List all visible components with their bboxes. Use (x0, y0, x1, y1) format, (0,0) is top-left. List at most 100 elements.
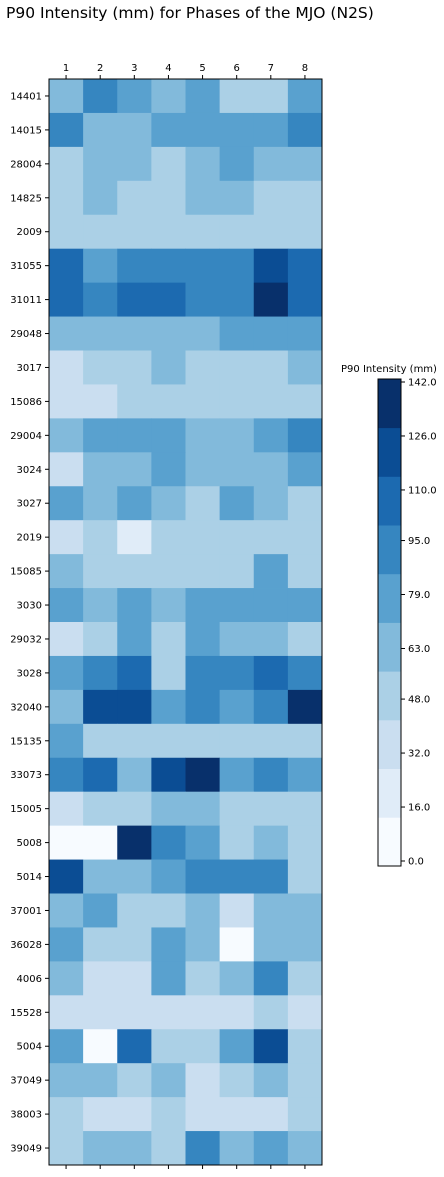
heatmap-cell (83, 995, 118, 1030)
heatmap-cell (49, 588, 84, 623)
heatmap-cell (151, 418, 186, 453)
x-tick-label: 6 (234, 63, 240, 74)
heatmap-cell (117, 757, 152, 793)
heatmap-cell (253, 520, 289, 555)
heatmap-cell (185, 112, 221, 148)
y-tick-label: 3024 (17, 465, 42, 476)
heatmap-cell (49, 79, 84, 114)
heatmap-cell (253, 791, 289, 827)
heatmap-cell (117, 1029, 152, 1064)
heatmap-cell (219, 995, 255, 1030)
heatmap-cell (185, 588, 221, 623)
heatmap-cell (117, 554, 152, 589)
heatmap-cell (83, 1063, 118, 1098)
heatmap-cell (253, 350, 289, 385)
heatmap-cell (117, 655, 152, 691)
heatmap-cell (219, 689, 255, 725)
heatmap-cell (83, 825, 118, 860)
heatmap-cell (253, 655, 289, 691)
colorbar-tick-label: 142.0 (408, 378, 437, 389)
heatmap-cell (219, 384, 255, 419)
x-tick-label: 8 (302, 63, 308, 74)
heatmap-cell (219, 486, 255, 521)
heatmap-cell (185, 1029, 221, 1064)
heatmap-cell (49, 112, 84, 148)
heatmap-cell (151, 112, 186, 148)
colorbar-segment (378, 573, 401, 623)
heatmap-cell (117, 689, 152, 725)
heatmap-cell (83, 961, 118, 996)
heatmap-cell (287, 554, 323, 589)
heatmap-cell (151, 452, 186, 487)
colorbar-segment (378, 768, 401, 818)
heatmap-cell (117, 520, 152, 555)
heatmap-cell (49, 146, 84, 182)
colorbar-segment (378, 476, 401, 526)
y-tick-label: 33073 (10, 770, 42, 781)
heatmap-cell (253, 1063, 289, 1098)
heatmap-cell (185, 1097, 221, 1132)
y-tick-label: 14401 (10, 91, 42, 102)
heatmap-cell (185, 961, 221, 996)
heatmap-cell (253, 316, 289, 351)
heatmap-cell (117, 893, 152, 928)
y-tick-label: 15528 (10, 1008, 42, 1019)
heatmap-cell (287, 927, 323, 962)
heatmap-cell (253, 418, 289, 453)
heatmap-cell (117, 452, 152, 487)
heatmap-cell (117, 995, 152, 1030)
heatmap-cell (185, 622, 221, 657)
heatmap-cell (287, 486, 323, 521)
heatmap-cell (49, 214, 84, 250)
heatmap-cell (287, 655, 323, 691)
heatmap-cell (117, 723, 152, 759)
heatmap-cell (219, 248, 255, 284)
heatmap-cell (219, 214, 255, 250)
heatmap-cell (151, 384, 186, 419)
heatmap-cell (83, 316, 118, 351)
heatmap-cell (219, 316, 255, 351)
heatmap-cell (219, 452, 255, 487)
heatmap-cell (117, 1131, 152, 1166)
heatmap-cell (117, 350, 152, 385)
y-tick-label: 29048 (10, 329, 42, 340)
y-tick-label: 2009 (17, 227, 42, 238)
heatmap-cell (185, 1131, 221, 1166)
heatmap-cell (253, 757, 289, 793)
heatmap-cell (219, 180, 255, 216)
heatmap-cell (49, 486, 84, 521)
heatmap-cell (49, 1029, 84, 1064)
heatmap-cell (49, 1063, 84, 1098)
heatmap-cell (83, 486, 118, 521)
heatmap-cell (151, 1029, 186, 1064)
colorbar-tick-label: 16.0 (408, 803, 430, 814)
x-tick-label: 3 (131, 63, 137, 74)
heatmap-cell (185, 859, 221, 894)
heatmap-cell (83, 180, 118, 216)
heatmap-cell (83, 384, 118, 419)
heatmap-cell (287, 520, 323, 555)
heatmap-cell (219, 622, 255, 657)
heatmap-cell (151, 282, 186, 317)
heatmap-cell (287, 893, 323, 928)
heatmap-cell (49, 995, 84, 1030)
heatmap-cell (253, 893, 289, 928)
x-tick-label: 4 (165, 63, 171, 74)
colorbar-tick-label: 79.0 (408, 590, 430, 601)
heatmap-cell (49, 825, 84, 860)
x-tick-label: 2 (97, 63, 103, 74)
colorbar: 0.0 16.0 32.0 48.0 63.0 79.0 95.0 110.0 126.0 142… (341, 364, 437, 868)
heatmap-cell (185, 689, 221, 725)
heatmap-cell (253, 622, 289, 657)
heatmap-cell (185, 554, 221, 589)
y-tick-label: 3027 (17, 499, 42, 510)
heatmap-cell (287, 1029, 323, 1064)
heatmap-cell (49, 927, 84, 962)
heatmap-cell (83, 248, 118, 284)
heatmap-cell (83, 588, 118, 623)
heatmap-cell (185, 350, 221, 385)
y-tick-label: 5014 (17, 872, 42, 883)
heatmap-cell (185, 248, 221, 284)
y-tick-label: 39049 (10, 1144, 42, 1155)
heatmap-cell (83, 350, 118, 385)
